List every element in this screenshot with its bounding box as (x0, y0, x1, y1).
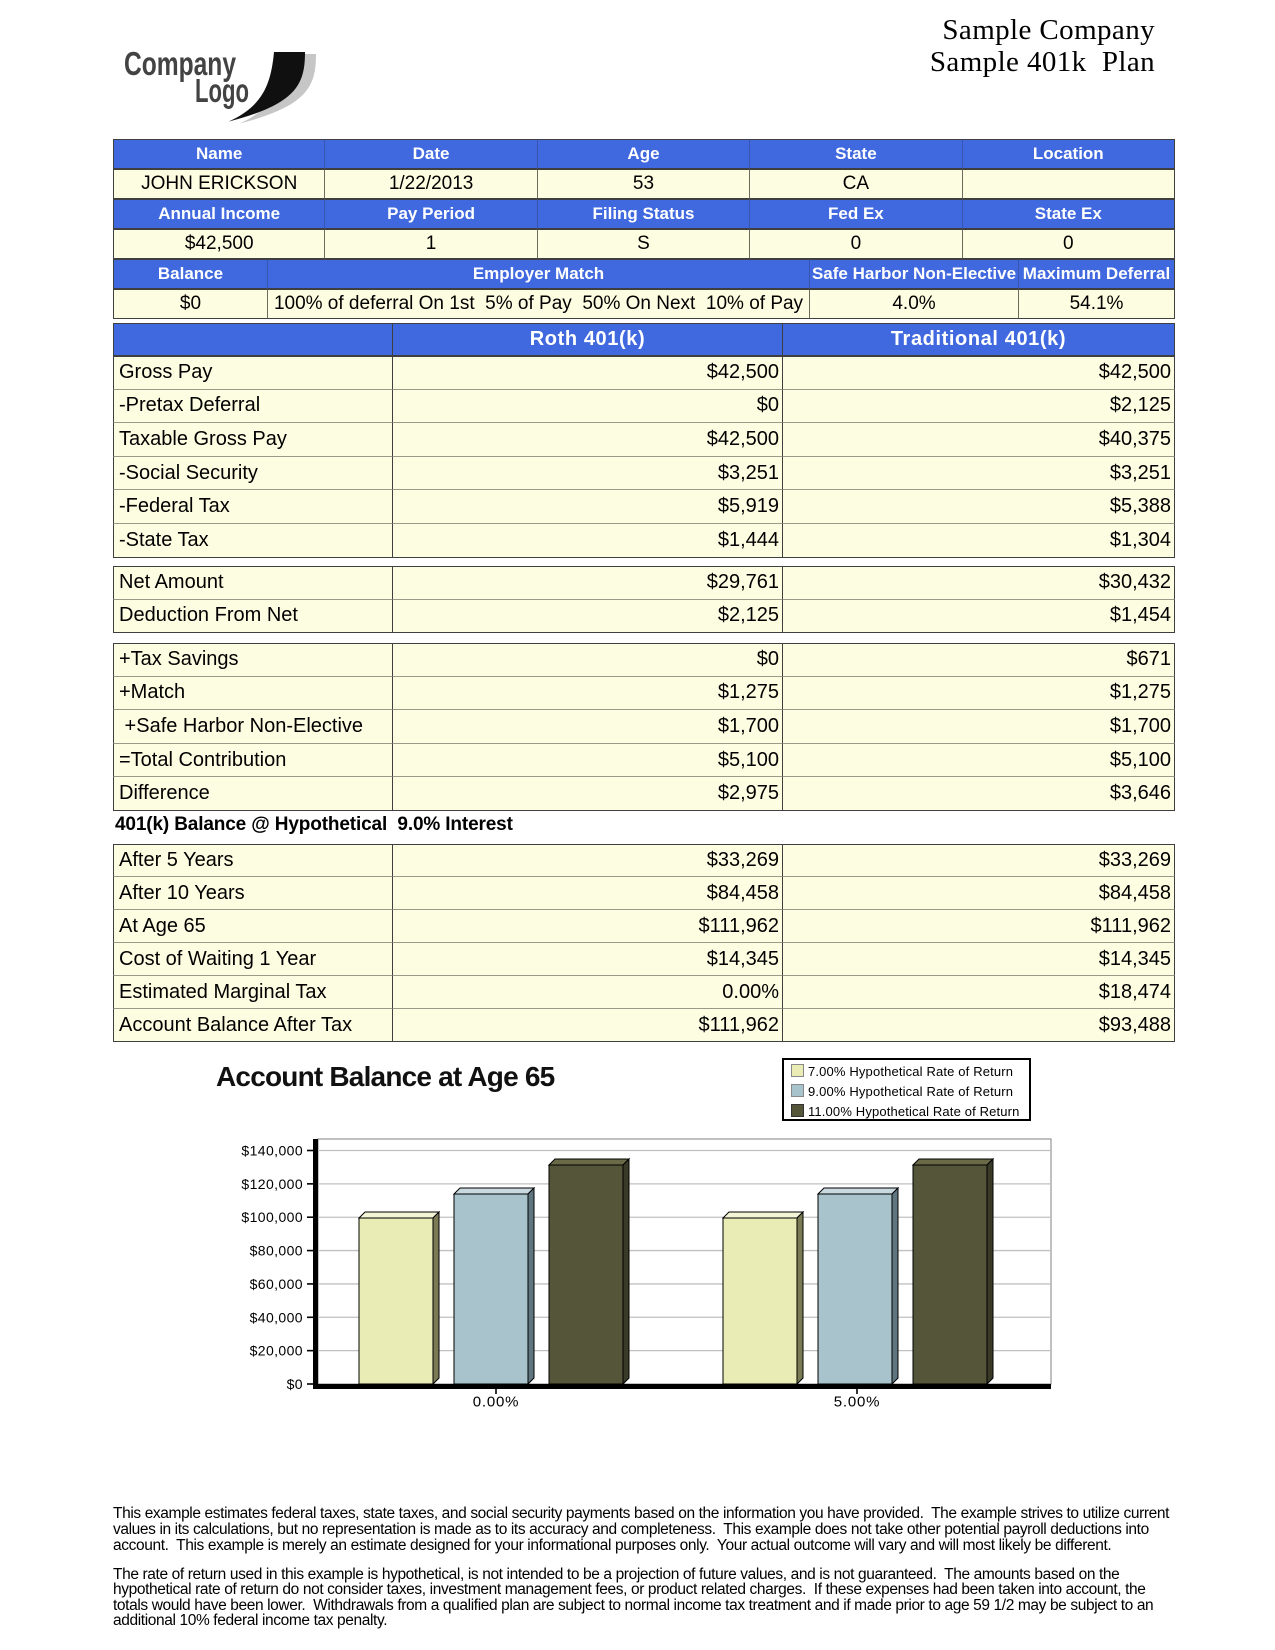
svg-text:$140,000: $140,000 (241, 1143, 303, 1159)
svg-text:Logo: Logo (195, 72, 249, 109)
svg-text:$40,000: $40,000 (250, 1309, 303, 1325)
svg-text:5.00%: 5.00% (834, 1394, 881, 1411)
svg-text:Company: Company (124, 45, 236, 82)
svg-text:0.00%: 0.00% (473, 1394, 520, 1411)
svg-text:$120,000: $120,000 (241, 1176, 303, 1192)
svg-text:$60,000: $60,000 (250, 1276, 303, 1292)
svg-text:$0: $0 (287, 1376, 303, 1392)
svg-text:$20,000: $20,000 (250, 1343, 303, 1359)
svg-text:$80,000: $80,000 (250, 1243, 303, 1259)
svg-text:$100,000: $100,000 (241, 1209, 303, 1225)
